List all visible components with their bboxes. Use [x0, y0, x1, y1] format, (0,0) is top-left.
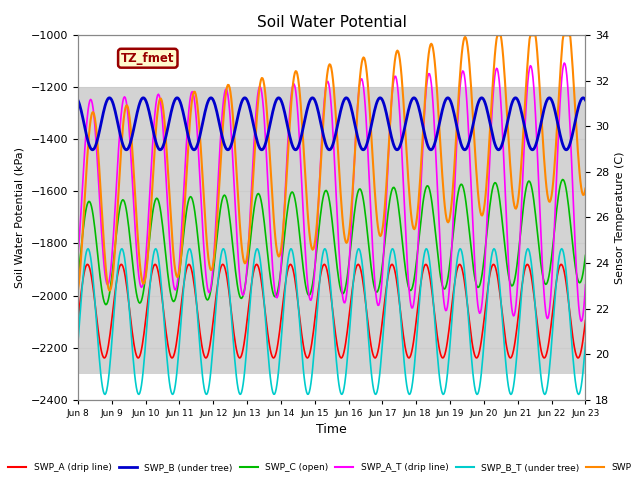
Legend: SWP_A (drip line), SWP_B (under tree), SWP_C (open), SWP_A_T (drip line), SWP_B_: SWP_A (drip line), SWP_B (under tree), S…: [4, 459, 636, 476]
Title: Soil Water Potential: Soil Water Potential: [257, 15, 406, 30]
X-axis label: Time: Time: [316, 423, 347, 436]
Bar: [78, 87, 586, 373]
Y-axis label: Soil Water Potential (kPa): Soil Water Potential (kPa): [15, 147, 25, 288]
Text: TZ_fmet: TZ_fmet: [121, 52, 175, 65]
Y-axis label: Sensor Temperature (C): Sensor Temperature (C): [615, 151, 625, 284]
